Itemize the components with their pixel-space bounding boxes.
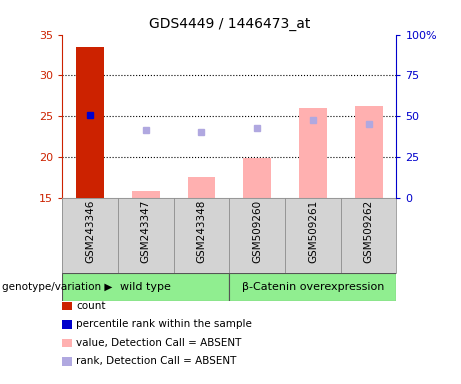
- Bar: [118, 198, 174, 273]
- Text: GSM243348: GSM243348: [196, 200, 207, 263]
- Bar: [229, 273, 396, 301]
- Bar: [299, 108, 327, 198]
- Bar: [174, 198, 229, 273]
- Bar: [132, 191, 160, 198]
- Bar: [62, 198, 118, 273]
- Text: GSM509260: GSM509260: [252, 200, 262, 263]
- Bar: [285, 198, 341, 273]
- Text: value, Detection Call = ABSENT: value, Detection Call = ABSENT: [76, 338, 242, 348]
- Text: percentile rank within the sample: percentile rank within the sample: [76, 319, 252, 329]
- Text: genotype/variation ▶: genotype/variation ▶: [2, 282, 112, 292]
- Bar: [341, 198, 396, 273]
- Bar: [243, 158, 271, 198]
- Bar: [355, 106, 383, 198]
- Text: rank, Detection Call = ABSENT: rank, Detection Call = ABSENT: [76, 356, 236, 366]
- Text: GSM509261: GSM509261: [308, 200, 318, 263]
- Bar: [76, 47, 104, 198]
- Bar: [188, 177, 215, 198]
- Bar: [229, 198, 285, 273]
- Text: β-Catenin overexpression: β-Catenin overexpression: [242, 282, 384, 292]
- Title: GDS4449 / 1446473_at: GDS4449 / 1446473_at: [148, 17, 310, 31]
- Text: count: count: [76, 301, 106, 311]
- Text: GSM509262: GSM509262: [364, 200, 373, 263]
- Text: wild type: wild type: [120, 282, 171, 292]
- Text: GSM243347: GSM243347: [141, 200, 151, 263]
- Text: GSM243346: GSM243346: [85, 200, 95, 263]
- Bar: [62, 273, 229, 301]
